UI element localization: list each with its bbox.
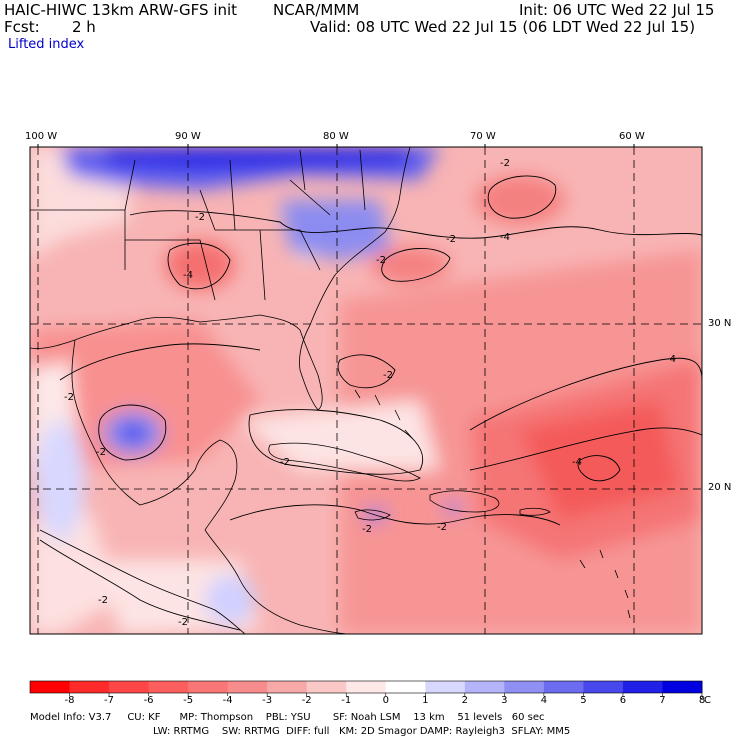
contour-label: -2 [437, 522, 447, 533]
colorbar-tick-label: 7 [659, 695, 666, 706]
init-time: Init: 06 UTC Wed 22 Jul 15 [519, 1, 715, 19]
colorbar-swatch [69, 681, 110, 693]
lat-label-30n: 30 N [708, 318, 732, 329]
lon-label-80w: 80 W [323, 131, 349, 142]
colorbar-swatch [30, 681, 71, 693]
contour-label: -4 [500, 232, 510, 243]
contour-label: -2 [96, 447, 106, 458]
model-info-line2: LW: RRTMG SW: RRTMG DIFF: full KM: 2D Sm… [153, 726, 571, 737]
contour-value-labels: -2 -2 -4 -2 -4 -2 -4 -2 -2 -4 -2 -2 -2 -… [64, 158, 676, 628]
contour-label: -4 [572, 457, 582, 468]
colorbar-swatch [267, 681, 308, 693]
model-info-line1: Model Info: V3.7 CU: KF MP: Thompson PBL… [30, 712, 545, 723]
org-label: NCAR/MMM [273, 1, 360, 19]
contour-label: -2 [362, 524, 372, 535]
colorbar-swatch [346, 681, 387, 693]
field-blobs [30, 147, 702, 634]
colorbar-tick-label: -4 [222, 695, 233, 706]
colorbar-tick-label: -8 [64, 695, 75, 706]
lon-ticks [37, 144, 635, 147]
contour-label: -2 [446, 234, 456, 245]
contour-label: -2 [98, 595, 108, 606]
colorbar-swatch [464, 681, 505, 693]
contour-label: -4 [183, 270, 193, 281]
colorbar-swatch [227, 681, 268, 693]
forecast-label: Fcst: [4, 18, 40, 36]
colorbar-swatch [385, 681, 426, 693]
contour-label: -2 [195, 212, 205, 223]
colorbar-tick-label: -2 [301, 695, 312, 706]
contour-label: -2 [280, 457, 290, 468]
coastlines-and-borders [30, 147, 631, 634]
colorbar-tick-label: -1 [341, 695, 352, 706]
colorbar-swatch [109, 681, 150, 693]
colorbar-tick-label: -7 [104, 695, 115, 706]
colorbar-tick-label: -5 [183, 695, 194, 706]
lon-label-100w: 100 W [25, 131, 58, 142]
contour-label: -2 [178, 617, 188, 628]
colorbar-tick-label: 5 [580, 695, 587, 706]
colorbar-tick-label: 8 [698, 695, 706, 706]
colorbar-frame [29, 680, 703, 694]
colorbar-swatch [306, 681, 347, 693]
colorbar-tick-label: -6 [143, 695, 154, 706]
lon-label-90w: 90 W [175, 131, 201, 142]
colorbar-swatch [425, 681, 466, 693]
forecast-hour: 2 h [72, 18, 96, 36]
latlon-grid [30, 147, 702, 634]
lon-label-60w: 60 W [619, 131, 645, 142]
colorbar-tick-label: 1 [422, 695, 429, 706]
colorbar-swatch [662, 681, 703, 693]
colorbar-tick-label: 3 [501, 695, 508, 706]
contour-label: -2 [500, 158, 510, 169]
valid-time: Valid: 08 UTC Wed 22 Jul 15 (06 LDT Wed … [310, 18, 696, 36]
colorbar-tick-label: 0 [382, 695, 389, 706]
colorbar-tick-label: 4 [540, 695, 548, 706]
contour-label: -2 [376, 255, 386, 266]
lat-label-20n: 20 N [708, 482, 732, 493]
model-title: HAIC-HIWC 13km ARW-GFS init [4, 1, 238, 19]
colorbar-swatch [622, 681, 663, 693]
lon-label-70w: 70 W [470, 131, 496, 142]
contour-label: -4 [666, 354, 676, 365]
colorbar-swatch [543, 681, 584, 693]
colorbar-tick-label: 2 [461, 695, 468, 706]
colorbar-unit: °C [699, 695, 711, 706]
colorbar-swatch [188, 681, 229, 693]
shaded-field: -2 -2 -4 -2 -4 -2 -4 -2 -2 -4 -2 -2 -2 -… [30, 147, 702, 634]
colorbar-tick-label: -3 [262, 695, 273, 706]
contour-label: -2 [383, 370, 393, 381]
colorbar-swatch [583, 681, 624, 693]
contour-lines [39, 175, 702, 631]
colorbar-tick-label: 6 [619, 695, 627, 706]
colorbar-swatch [148, 681, 189, 693]
field-name: Lifted index [8, 37, 85, 52]
colorbar-swatch [504, 681, 545, 693]
contour-label: -2 [64, 392, 74, 403]
colorbar [29, 680, 703, 696]
map-frame [29, 146, 703, 635]
